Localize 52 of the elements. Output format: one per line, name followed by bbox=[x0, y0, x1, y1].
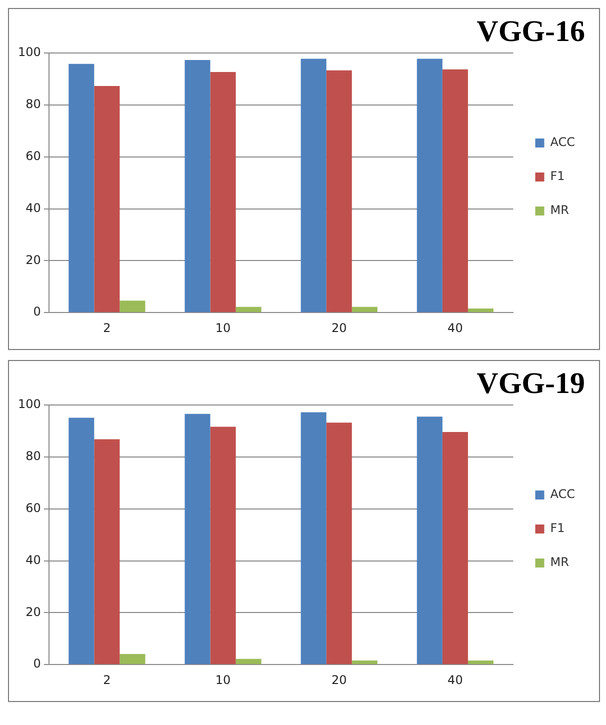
bar bbox=[326, 422, 352, 664]
y-tick-label: 40 bbox=[26, 552, 41, 567]
bar bbox=[120, 654, 146, 664]
bar bbox=[120, 300, 146, 312]
bar bbox=[442, 432, 468, 664]
bar bbox=[300, 412, 326, 664]
x-tick-label: 2 bbox=[103, 320, 111, 335]
y-tick-label: 100 bbox=[18, 45, 41, 60]
legend-label: F1 bbox=[550, 521, 565, 536]
y-tick-label: 0 bbox=[33, 304, 41, 319]
bar bbox=[210, 72, 236, 312]
bar bbox=[352, 306, 378, 312]
bar bbox=[184, 414, 210, 664]
bar bbox=[94, 439, 120, 664]
bar bbox=[352, 660, 378, 664]
bar bbox=[94, 86, 120, 312]
bar bbox=[236, 306, 262, 312]
y-tick-label: 40 bbox=[26, 200, 41, 215]
y-tick-label: 100 bbox=[18, 397, 41, 412]
bar bbox=[236, 658, 262, 664]
x-tick-label: 40 bbox=[448, 672, 463, 687]
bar bbox=[68, 64, 94, 312]
x-tick-label: 10 bbox=[215, 672, 231, 687]
x-tick-label: 20 bbox=[331, 672, 347, 687]
y-tick-label: 0 bbox=[33, 656, 41, 671]
bar bbox=[210, 426, 236, 664]
x-tick-label: 2 bbox=[103, 672, 111, 687]
bar bbox=[326, 70, 352, 312]
x-tick-label: 20 bbox=[331, 320, 347, 335]
chart-title: VGG-19 bbox=[476, 366, 585, 400]
legend-label: ACC bbox=[550, 487, 576, 502]
x-tick-label: 10 bbox=[215, 320, 231, 335]
bar bbox=[442, 69, 468, 312]
bar bbox=[68, 418, 94, 664]
y-tick-label: 80 bbox=[26, 97, 41, 112]
y-tick-label: 20 bbox=[26, 252, 41, 267]
bar bbox=[416, 58, 442, 312]
chart-title: VGG-16 bbox=[476, 14, 585, 48]
y-tick-label: 60 bbox=[26, 148, 41, 163]
legend-label: MR bbox=[550, 203, 569, 218]
bar bbox=[184, 60, 210, 312]
legend-label: MR bbox=[550, 555, 569, 570]
bar bbox=[468, 308, 494, 312]
y-tick-label: 60 bbox=[26, 500, 41, 515]
bar bbox=[300, 58, 326, 312]
x-tick-label: 40 bbox=[448, 320, 463, 335]
bar bbox=[416, 416, 442, 664]
legend-label: ACC bbox=[550, 135, 576, 150]
bar bbox=[468, 660, 494, 664]
y-tick-label: 20 bbox=[26, 604, 41, 619]
y-tick-label: 80 bbox=[26, 449, 41, 464]
legend-label: F1 bbox=[550, 169, 565, 184]
